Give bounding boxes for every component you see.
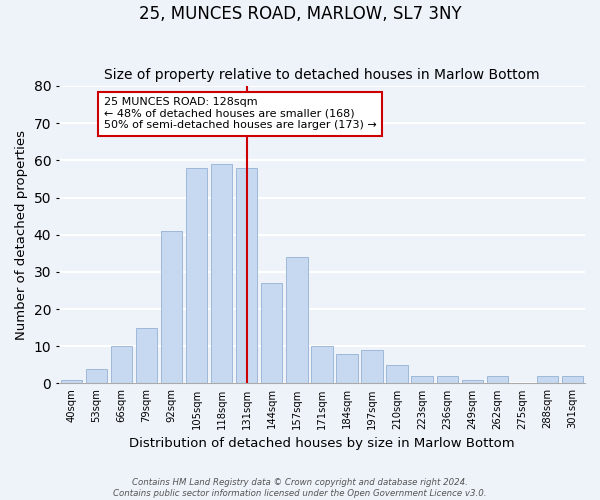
Bar — [461, 380, 483, 384]
X-axis label: Distribution of detached houses by size in Marlow Bottom: Distribution of detached houses by size … — [129, 437, 515, 450]
Y-axis label: Number of detached properties: Number of detached properties — [15, 130, 28, 340]
Bar — [412, 376, 433, 384]
Bar — [537, 376, 558, 384]
Bar — [337, 354, 358, 384]
Bar — [361, 350, 383, 384]
Bar — [562, 376, 583, 384]
Text: Contains HM Land Registry data © Crown copyright and database right 2024.
Contai: Contains HM Land Registry data © Crown c… — [113, 478, 487, 498]
Bar — [186, 168, 207, 384]
Bar — [261, 283, 283, 384]
Bar — [437, 376, 458, 384]
Bar — [111, 346, 132, 384]
Bar — [61, 380, 82, 384]
Bar — [386, 365, 408, 384]
Text: 25 MUNCES ROAD: 128sqm
← 48% of detached houses are smaller (168)
50% of semi-de: 25 MUNCES ROAD: 128sqm ← 48% of detached… — [104, 97, 377, 130]
Bar — [211, 164, 232, 384]
Bar — [487, 376, 508, 384]
Bar — [311, 346, 332, 384]
Bar — [286, 257, 308, 384]
Bar — [161, 231, 182, 384]
Bar — [86, 368, 107, 384]
Bar — [136, 328, 157, 384]
Title: Size of property relative to detached houses in Marlow Bottom: Size of property relative to detached ho… — [104, 68, 540, 82]
Bar — [236, 168, 257, 384]
Text: 25, MUNCES ROAD, MARLOW, SL7 3NY: 25, MUNCES ROAD, MARLOW, SL7 3NY — [139, 5, 461, 23]
